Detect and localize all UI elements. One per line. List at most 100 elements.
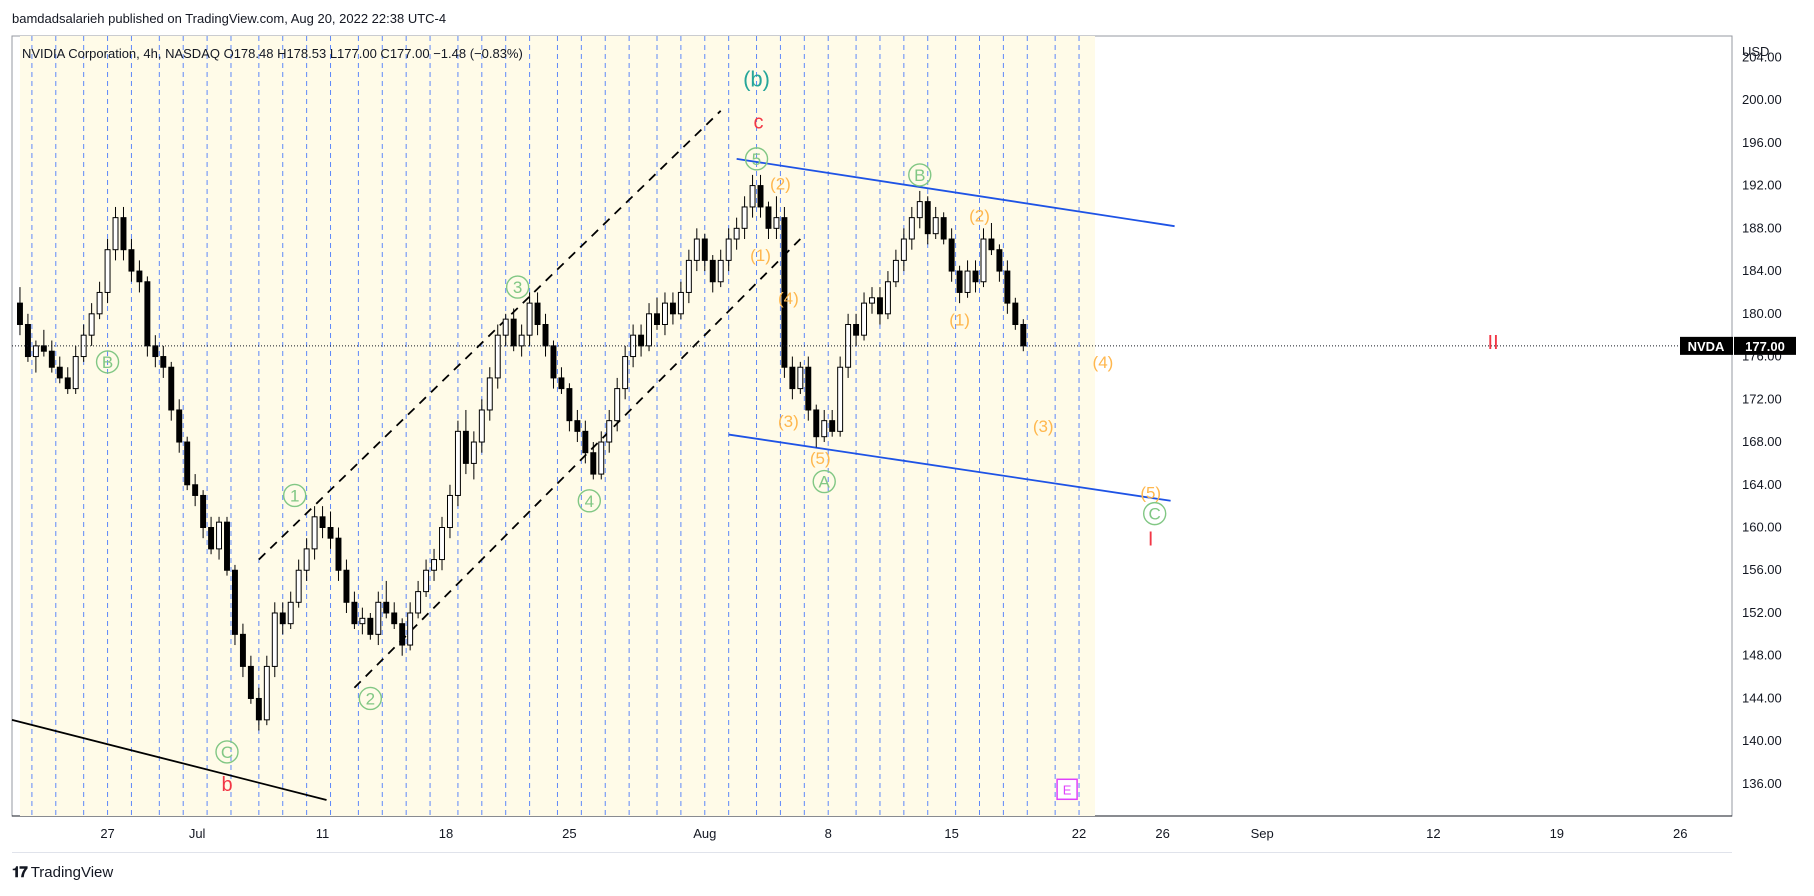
candle-112 (908, 206, 915, 250)
y-tick-label-3: 192.00 (1742, 178, 1782, 193)
candle-body-32 (271, 612, 278, 667)
candle-93 (757, 174, 764, 218)
y-tick-label-15: 144.00 (1742, 690, 1782, 705)
candle-body-15 (136, 270, 143, 283)
wave-label-1: c (754, 112, 764, 134)
candle-body-50 (415, 591, 422, 614)
x-tick-label-9: 26 (1155, 826, 1169, 841)
candle-body-76 (622, 356, 629, 390)
candle-body-84 (685, 259, 692, 293)
y-tick-label-6: 180.00 (1742, 306, 1782, 321)
candle-5 (56, 356, 63, 384)
x-tick-label-10: Sep (1251, 826, 1274, 841)
candle-body-87 (709, 259, 716, 283)
candle-body-17 (152, 345, 159, 358)
candle-59 (486, 367, 493, 421)
candle-116 (940, 212, 947, 245)
candle-body-11 (104, 249, 111, 293)
wave-label-19: I (1148, 528, 1154, 550)
wave-label-ring-20 (282, 483, 307, 508)
footer-brand[interactable]: 𝟏𝟕 TradingView (12, 864, 113, 881)
candle-body-118 (956, 270, 963, 293)
candle-body-75 (614, 388, 621, 422)
candle-50 (415, 580, 422, 619)
candle-body-111 (900, 238, 907, 261)
candle-79 (646, 303, 653, 352)
candle-body-37 (311, 516, 318, 550)
candle-51 (423, 559, 430, 597)
candle-23 (200, 490, 207, 539)
candle-body-117 (948, 238, 955, 272)
candle-16 (144, 276, 151, 357)
y-tick-label-8: 172.00 (1742, 391, 1782, 406)
candle-body-47 (391, 612, 398, 625)
candle-96 (781, 206, 788, 378)
wave-label-text-9: 3 (513, 278, 522, 297)
candle-71 (582, 420, 589, 464)
candle-body-108 (876, 297, 883, 315)
candle-body-101 (821, 420, 828, 438)
x-tick-label-3: 18 (439, 826, 453, 841)
candle-19 (168, 361, 175, 421)
wave-label-ring-16 (812, 469, 836, 494)
wave-label-text-18: C (1149, 505, 1161, 524)
candle-body-125 (1012, 302, 1019, 325)
y-tick-label-14: 148.00 (1742, 648, 1782, 663)
candle-98 (797, 361, 804, 394)
trend-line-3 (736, 157, 1175, 228)
wave-label-ring-21 (577, 489, 602, 513)
candle-body-109 (884, 281, 891, 315)
ticker-badge-text: NVDA (1688, 339, 1725, 354)
x-tick-label-0: 27 (100, 826, 114, 841)
wave-label-text-17: (5) (1140, 483, 1161, 502)
wave-label-2: 5 (744, 147, 769, 171)
wave-label-ring-18 (1142, 501, 1167, 526)
candle-body-39 (327, 527, 334, 539)
candle-17 (152, 335, 159, 368)
candle-body-42 (351, 601, 358, 625)
candle-106 (861, 292, 868, 341)
candle-body-68 (558, 377, 565, 390)
candle-42 (351, 591, 358, 630)
candle-body-29 (247, 665, 254, 699)
symbol-legend: NVIDIA Corporation, 4h, NASDAQ O178.48 H… (22, 46, 523, 61)
candle-82 (669, 292, 676, 325)
candle-115 (932, 206, 939, 240)
y-tick-label-11: 160.00 (1742, 520, 1782, 535)
candle-body-95 (773, 217, 780, 229)
wave-label-3: (2) (770, 175, 791, 194)
wave-label-5: (2) (969, 207, 990, 226)
candle-body-80 (654, 313, 660, 325)
candle-body-44 (367, 617, 374, 635)
candle-76 (622, 345, 629, 400)
candle-body-91 (741, 206, 748, 229)
candle-120 (972, 260, 979, 293)
candle-body-21 (184, 441, 191, 486)
candle-body-58 (478, 409, 485, 443)
wave-label-text-1: c (754, 112, 764, 134)
wave-label-text-6: (1) (750, 246, 771, 265)
candle-body-5 (56, 366, 63, 379)
candle-63 (518, 324, 525, 357)
candle-34 (287, 591, 294, 630)
candle-24 (208, 516, 215, 555)
price-badge-text: 177.00 (1745, 339, 1785, 354)
wave-label-ring-23 (215, 740, 239, 764)
candle-body-46 (383, 601, 390, 614)
candle-124 (1004, 260, 1011, 314)
wave-label-text-24: b (221, 774, 232, 796)
candle-body-2 (32, 345, 39, 358)
candle-body-119 (964, 270, 971, 293)
candle-44 (367, 612, 374, 640)
candle-38 (319, 506, 326, 539)
candle-10 (96, 281, 103, 320)
candle-111 (900, 228, 907, 272)
candle-body-103 (837, 366, 844, 432)
candle-91 (741, 196, 748, 240)
x-tick-label-6: 8 (825, 826, 832, 841)
wave-label-17: (5) (1140, 483, 1161, 502)
y-tick-label-1: 200.00 (1742, 92, 1782, 107)
trend-lines (11, 110, 1175, 801)
candle-2 (32, 340, 39, 373)
